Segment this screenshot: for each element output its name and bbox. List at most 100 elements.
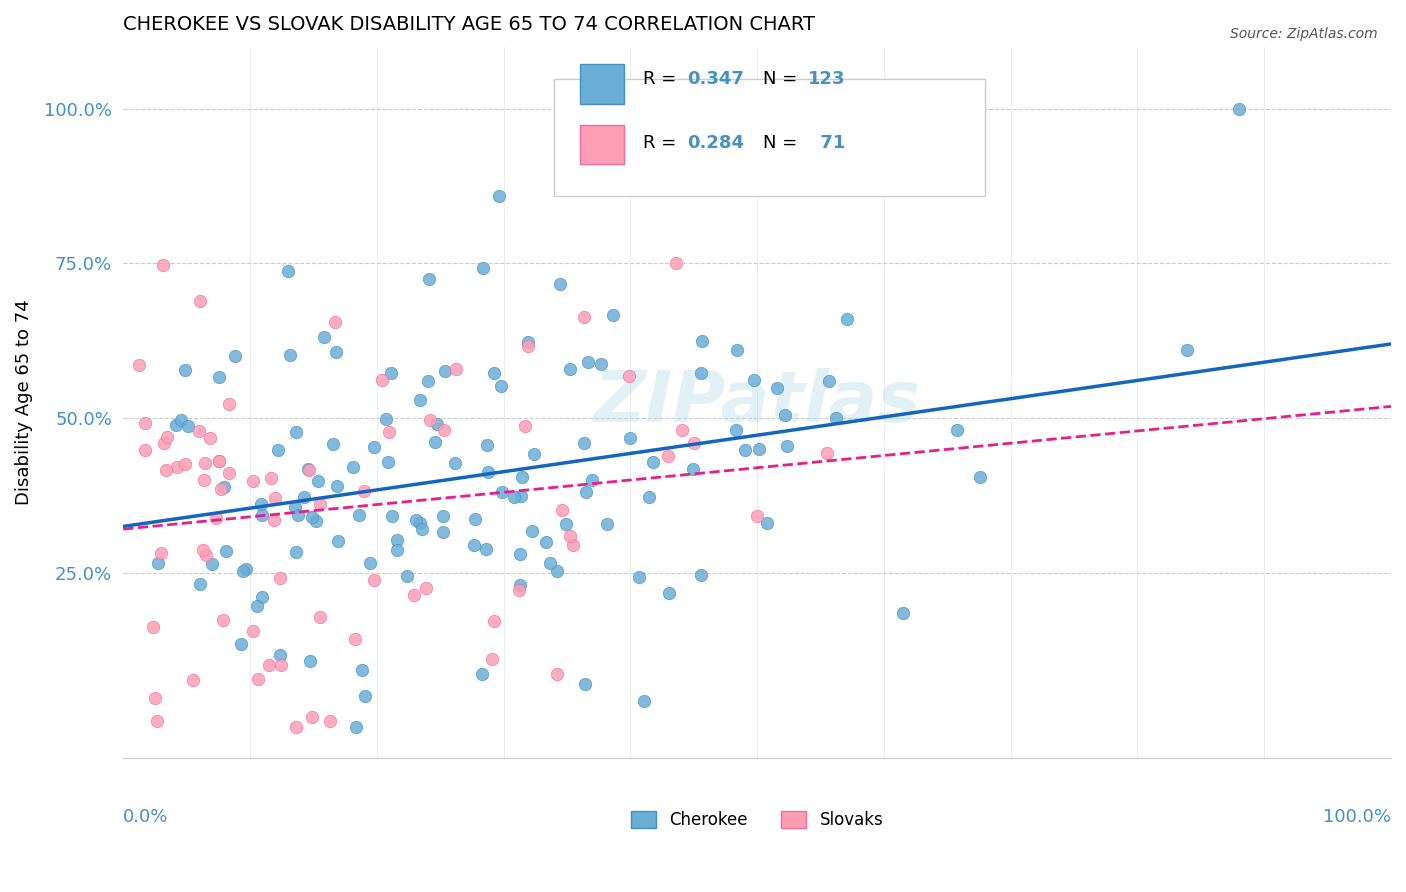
Point bbox=[155, 463, 177, 477]
Point bbox=[252, 508, 274, 522]
Point bbox=[309, 610, 332, 624]
Point bbox=[305, 514, 328, 528]
Point bbox=[285, 425, 308, 439]
Point bbox=[212, 480, 235, 494]
Point bbox=[174, 457, 197, 471]
Point bbox=[359, 556, 381, 570]
Point bbox=[488, 188, 510, 202]
Point bbox=[198, 431, 221, 445]
Point bbox=[408, 516, 430, 530]
Point bbox=[433, 423, 456, 437]
FancyBboxPatch shape bbox=[554, 78, 986, 196]
Point bbox=[574, 435, 596, 450]
Point bbox=[301, 709, 323, 723]
Point bbox=[242, 474, 264, 488]
Point bbox=[187, 424, 209, 438]
Point bbox=[482, 614, 505, 628]
Point bbox=[150, 546, 173, 560]
Point bbox=[575, 484, 598, 499]
FancyBboxPatch shape bbox=[579, 64, 624, 103]
Point bbox=[232, 564, 254, 578]
Point bbox=[589, 357, 612, 371]
Point bbox=[263, 513, 285, 527]
Point bbox=[193, 473, 215, 487]
Point bbox=[215, 544, 238, 558]
Point bbox=[690, 334, 713, 348]
Point bbox=[283, 500, 305, 515]
Point bbox=[419, 413, 441, 427]
Point bbox=[371, 373, 394, 387]
Point bbox=[463, 538, 485, 552]
Point bbox=[143, 690, 166, 705]
Point bbox=[818, 374, 841, 388]
Point bbox=[423, 434, 446, 449]
Point bbox=[551, 503, 574, 517]
Point bbox=[516, 338, 538, 352]
Point bbox=[471, 667, 494, 681]
Point bbox=[509, 578, 531, 592]
Point bbox=[523, 447, 546, 461]
Point bbox=[287, 508, 309, 522]
Point bbox=[301, 510, 323, 524]
Point bbox=[353, 484, 375, 499]
Point bbox=[174, 363, 197, 377]
Point bbox=[503, 490, 526, 504]
Text: 123: 123 bbox=[808, 70, 845, 87]
Point bbox=[432, 524, 454, 539]
Point bbox=[322, 437, 344, 451]
Point bbox=[1227, 102, 1250, 116]
Point bbox=[205, 511, 228, 525]
Point bbox=[482, 366, 505, 380]
Point bbox=[689, 366, 711, 380]
Point bbox=[734, 443, 756, 458]
Point bbox=[128, 358, 150, 372]
Point bbox=[665, 256, 688, 270]
Point bbox=[292, 490, 315, 504]
Point bbox=[755, 516, 778, 530]
Text: 71: 71 bbox=[814, 134, 845, 152]
Point bbox=[278, 348, 301, 362]
Point bbox=[350, 663, 373, 677]
Point bbox=[671, 423, 693, 437]
Y-axis label: Disability Age 65 to 74: Disability Age 65 to 74 bbox=[15, 300, 32, 506]
Point bbox=[744, 373, 766, 387]
Point bbox=[142, 620, 165, 634]
Point bbox=[534, 534, 557, 549]
Point bbox=[415, 582, 437, 596]
Point bbox=[658, 586, 681, 600]
Point bbox=[378, 425, 401, 440]
Point bbox=[191, 543, 214, 558]
Point bbox=[270, 658, 292, 673]
Point bbox=[177, 419, 200, 434]
Point bbox=[377, 455, 399, 469]
Point bbox=[325, 345, 347, 359]
Text: ZIPatlas: ZIPatlas bbox=[593, 368, 921, 437]
Point bbox=[166, 460, 188, 475]
Point bbox=[342, 459, 364, 474]
Point bbox=[657, 449, 679, 463]
Point bbox=[235, 562, 257, 576]
Point bbox=[363, 440, 385, 454]
Point bbox=[218, 397, 240, 411]
Point bbox=[776, 439, 799, 453]
Point bbox=[418, 374, 440, 388]
Point bbox=[229, 637, 252, 651]
Point bbox=[477, 465, 499, 479]
Point bbox=[269, 571, 291, 585]
Point bbox=[152, 258, 174, 272]
Point bbox=[548, 277, 571, 291]
Point bbox=[472, 261, 495, 276]
Text: R =: R = bbox=[643, 134, 682, 152]
Point bbox=[555, 517, 578, 532]
Point bbox=[558, 529, 581, 543]
Point bbox=[343, 632, 366, 646]
Point bbox=[201, 557, 224, 571]
Point bbox=[969, 469, 991, 483]
Point bbox=[249, 497, 271, 511]
Point bbox=[596, 516, 619, 531]
Point bbox=[638, 490, 661, 504]
Point bbox=[411, 523, 433, 537]
Point bbox=[690, 567, 713, 582]
Point bbox=[190, 577, 212, 591]
Point bbox=[156, 430, 179, 444]
